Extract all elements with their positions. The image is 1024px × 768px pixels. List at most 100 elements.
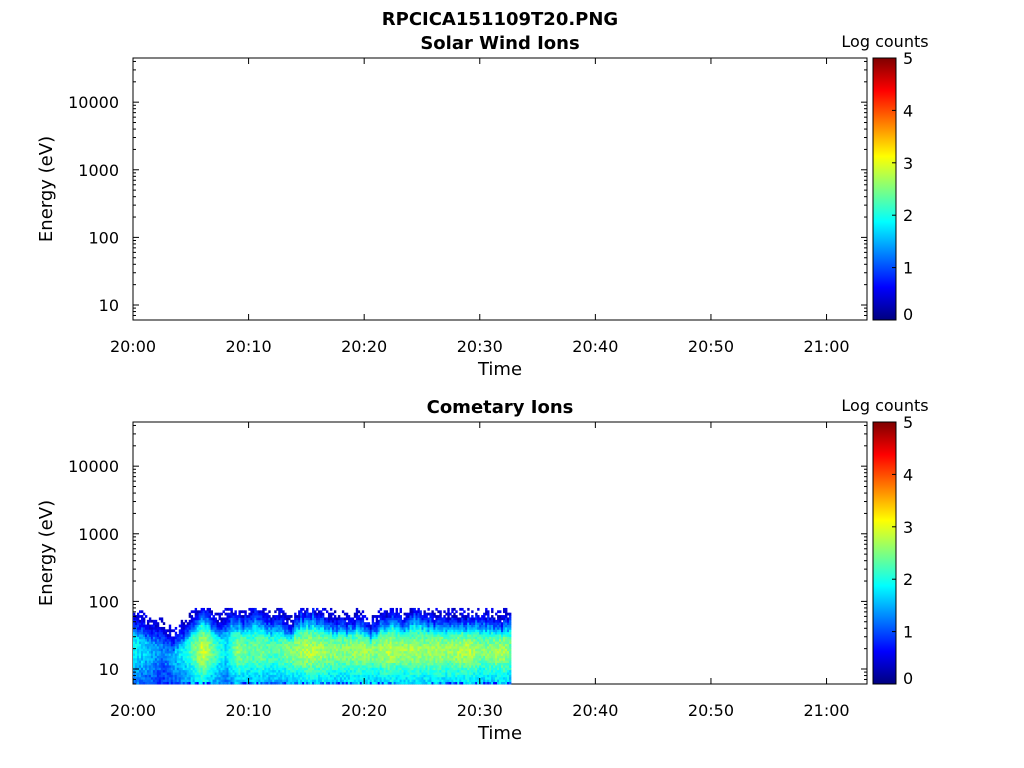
data-cell [405, 624, 408, 628]
data-cell [429, 615, 432, 618]
data-cell [351, 641, 355, 644]
data-cell [138, 681, 142, 685]
data-cell [164, 634, 168, 637]
data-cell [367, 674, 371, 678]
data-cell [397, 617, 400, 621]
data-cell [242, 657, 245, 661]
data-cell [140, 662, 144, 666]
data-cell [369, 672, 373, 675]
data-cell [318, 634, 321, 637]
data-cell [138, 645, 142, 649]
data-cell [457, 641, 460, 644]
data-cell [373, 662, 377, 666]
data-cell [461, 636, 464, 640]
data-cell [308, 626, 311, 630]
data-cell [286, 662, 289, 666]
data-cell [254, 615, 257, 618]
data-cell [196, 653, 200, 656]
data-cell [198, 612, 202, 616]
data-cell [445, 626, 448, 630]
data-cell [357, 667, 361, 671]
data-cell [240, 648, 243, 652]
data-cell [260, 636, 263, 640]
data-cell [375, 629, 379, 633]
data-cell [409, 669, 412, 673]
data-cell [282, 643, 285, 647]
data-cell [184, 648, 188, 652]
data-cell [136, 662, 140, 666]
data-cell [156, 672, 160, 675]
data-cell [182, 664, 186, 668]
data-cell [164, 650, 168, 654]
data-cell [387, 662, 391, 666]
data-cell [226, 650, 229, 654]
data-cell [395, 655, 398, 659]
data-cell [200, 655, 204, 659]
data-cell [423, 612, 426, 616]
data-cell [441, 650, 444, 654]
data-cell [134, 662, 138, 666]
data-cell [234, 622, 237, 625]
data-cell [441, 638, 444, 642]
data-cell [407, 679, 410, 683]
data-cell [365, 643, 369, 647]
data-cell [192, 634, 196, 637]
data-cell [282, 662, 285, 666]
data-cell [146, 676, 150, 680]
data-cell [140, 679, 144, 683]
colorbar [872, 57, 897, 321]
data-cell [341, 643, 345, 647]
data-cell [421, 622, 424, 625]
data-cell [202, 636, 206, 640]
data-cell [188, 648, 192, 652]
data-cell [248, 607, 251, 611]
data-cell [357, 619, 361, 623]
data-cell [180, 669, 184, 673]
data-cell [461, 631, 464, 635]
data-cell [280, 676, 283, 680]
data-cell [200, 612, 204, 616]
data-cell [296, 636, 299, 640]
data-cell [252, 641, 255, 644]
data-cell [254, 622, 257, 625]
data-cell [214, 638, 217, 642]
data-cell [377, 636, 381, 640]
data-cell [445, 655, 448, 659]
data-cell [144, 638, 148, 642]
data-cell [395, 636, 398, 640]
data-cell [457, 660, 460, 664]
data-cell [266, 617, 269, 621]
data-cell [320, 648, 323, 652]
data-cell [212, 674, 215, 678]
data-cell [260, 655, 263, 659]
data-cell [232, 653, 235, 656]
data-cell [435, 676, 438, 680]
data-cell [133, 655, 136, 659]
data-cell [327, 619, 331, 623]
data-cell [363, 636, 367, 640]
data-cell [168, 634, 172, 637]
data-cell [220, 653, 223, 656]
data-cell [357, 624, 361, 628]
data-cell [335, 660, 339, 664]
data-cell [272, 634, 275, 637]
data-cell [431, 674, 434, 678]
data-cell [433, 619, 436, 623]
data-cell [389, 622, 393, 625]
data-cell [290, 674, 293, 678]
data-cell [375, 667, 379, 671]
data-cell [405, 631, 408, 635]
data-cell [435, 650, 438, 654]
data-cell [262, 655, 265, 659]
data-cell [417, 636, 420, 640]
data-cell [166, 634, 170, 637]
data-cell [234, 657, 237, 661]
data-cell [379, 638, 383, 642]
data-cell [306, 617, 309, 621]
data-cell [250, 664, 253, 668]
data-cell [449, 653, 452, 656]
data-cell [262, 650, 265, 654]
data-cell [278, 655, 281, 659]
data-cell [150, 657, 154, 661]
data-cell [445, 617, 448, 621]
